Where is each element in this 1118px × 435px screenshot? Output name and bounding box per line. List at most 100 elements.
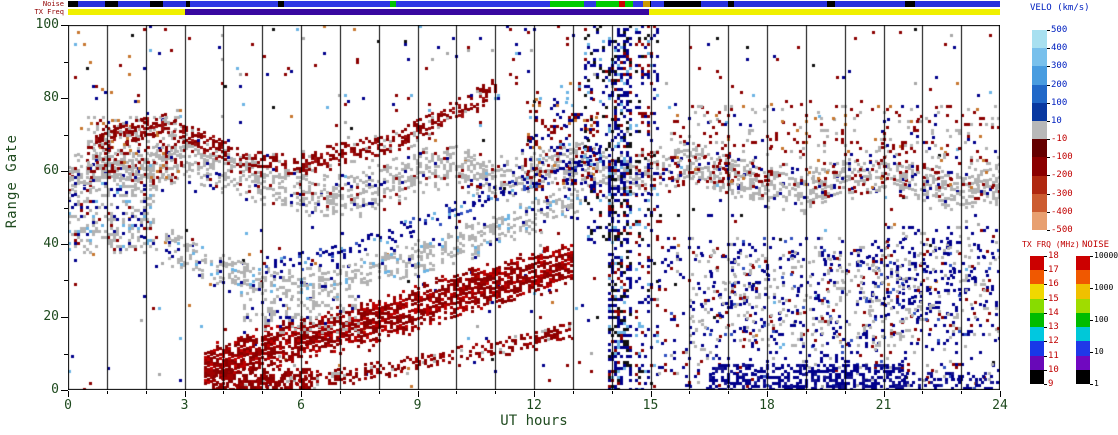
colorbar-tick-label: -200 [1051, 170, 1073, 180]
tx-frq-colorbar [1030, 256, 1044, 384]
tx-frq-colorbar-title: TX FRQ (MHz) [1022, 240, 1080, 249]
colorbar-tick-label: 13 [1048, 322, 1059, 332]
noise-strip-segment [118, 1, 150, 7]
x-tick-mark [379, 391, 380, 394]
x-tick-mark [884, 391, 885, 397]
colorbar-tick-label: 1 [1094, 379, 1099, 388]
noise-strip-segment [728, 1, 734, 7]
noise-strip [68, 1, 1000, 7]
x-tick-mark [728, 391, 729, 394]
y-tick-mark [61, 25, 68, 26]
y-tick-mark [61, 390, 68, 391]
velocity-colorbar-title: VELO (km/s) [1030, 3, 1090, 13]
noise-strip-segment [104, 1, 119, 7]
colorbar-tick-mark [1044, 299, 1047, 300]
y-tick-mark [64, 62, 68, 63]
colorbar-segment [1030, 369, 1044, 384]
tx-freq-strip [68, 9, 1000, 15]
colorbar-segment [1030, 256, 1044, 271]
noise-strip-segment [700, 1, 729, 7]
colorbar-segment [1076, 298, 1090, 313]
colorbar-tick-label: 15 [1048, 294, 1059, 304]
colorbar-tick-label: 14 [1048, 308, 1059, 318]
colorbar-tick-label: 18 [1048, 251, 1059, 261]
noise-strip-segment [283, 1, 391, 7]
noise-colorbar-title: NOISE [1082, 240, 1110, 250]
colorbar-tick-label: 16 [1048, 279, 1059, 289]
colorbar-segment [1030, 355, 1044, 370]
colorbar-tick-mark [1090, 352, 1093, 353]
y-tick-label: 60 [43, 163, 59, 178]
colorbar-tick-mark [1047, 230, 1050, 231]
x-tick-mark [495, 391, 496, 394]
x-tick-label: 0 [64, 398, 72, 413]
colorbar-tick-label: 9 [1048, 379, 1054, 389]
noise-strip-segment [642, 1, 651, 7]
noise-strip-segment [190, 1, 278, 7]
noise-strip-segment [827, 1, 835, 7]
x-tick-label: 9 [413, 398, 422, 413]
tx-freq-strip-segment [648, 9, 1000, 15]
x-tick-mark [961, 391, 962, 394]
noise-strip-segment [77, 1, 105, 7]
colorbar-segment [1032, 139, 1047, 158]
colorbar-tick-mark [1047, 175, 1050, 176]
x-tick-label: 21 [875, 398, 892, 413]
colorbar-tick-mark [1044, 327, 1047, 328]
colorbar-segment [1032, 84, 1047, 103]
colorbar-tick-mark [1047, 194, 1050, 195]
colorbar-tick-label: -100 [1051, 152, 1073, 162]
noise-strip-segment [733, 1, 828, 7]
colorbar-tick-mark [1044, 370, 1047, 371]
x-tick-label: 12 [526, 398, 542, 413]
noise-strip-segment [633, 1, 643, 7]
noise-strip-segment [625, 1, 634, 7]
y-tick-mark [61, 98, 68, 99]
noise-strip-segment [549, 1, 585, 7]
colorbar-segment [1032, 193, 1047, 212]
colorbar-tick-label: 10 [1094, 347, 1104, 356]
y-tick-mark [61, 171, 68, 172]
x-tick-mark [301, 391, 302, 397]
x-tick-mark [922, 391, 923, 394]
colorbar-segment [1030, 284, 1044, 299]
noise-strip-segment [914, 1, 1000, 7]
colorbar-segment [1032, 157, 1047, 176]
noise-strip-segment [149, 1, 164, 7]
x-axis-label: UT hours [500, 413, 568, 429]
colorbar-tick-mark [1044, 341, 1047, 342]
tx-freq-strip-segment [184, 9, 649, 15]
x-tick-mark [534, 391, 535, 397]
colorbar-tick-mark [1047, 66, 1050, 67]
x-tick-mark [146, 391, 147, 394]
velocity-colorbar [1032, 30, 1047, 231]
colorbar-tick-label: 400 [1051, 43, 1068, 53]
noise-strip-segment [650, 1, 665, 7]
x-tick-mark [107, 391, 108, 394]
colorbar-segment [1030, 327, 1044, 342]
colorbar-tick-label: -500 [1051, 225, 1073, 235]
x-tick-mark [651, 391, 652, 397]
x-tick-mark [806, 391, 807, 394]
x-tick-label: 3 [180, 398, 189, 413]
x-tick-mark [262, 391, 263, 394]
rti-plot-canvas [68, 25, 1000, 390]
x-tick-mark [1000, 391, 1001, 397]
colorbar-tick-mark [1047, 139, 1050, 140]
y-tick-label: 100 [35, 17, 59, 32]
noise-strip-segment [163, 1, 187, 7]
colorbar-tick-label: 10 [1051, 116, 1062, 126]
colorbar-tick-label: 17 [1048, 265, 1059, 275]
y-tick-label: 20 [43, 309, 59, 324]
x-tick-label: 18 [759, 398, 775, 413]
noise-strip-segment [390, 1, 397, 7]
colorbar-segment [1032, 30, 1047, 49]
noise-strip-segment [904, 1, 915, 7]
colorbar-segment [1032, 48, 1047, 67]
colorbar-segment [1032, 175, 1047, 194]
colorbar-tick-mark [1047, 121, 1050, 122]
colorbar-tick-label: 100 [1051, 98, 1068, 108]
colorbar-tick-mark [1047, 212, 1050, 213]
x-tick-mark [767, 391, 768, 397]
colorbar-segment [1076, 369, 1090, 384]
